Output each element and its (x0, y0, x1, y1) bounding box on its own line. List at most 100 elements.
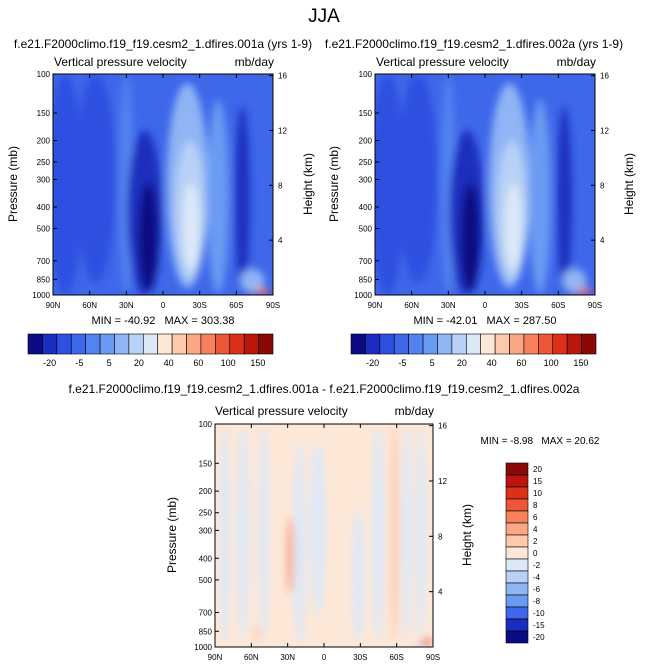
colorbar-swatch (437, 333, 453, 355)
y-tick-label: 500 (37, 224, 51, 233)
panel-1-right-label: mb/day (235, 55, 274, 69)
y-tick-label: 1000 (194, 643, 212, 652)
colorbar-swatch (200, 333, 216, 355)
colorbar-swatch (393, 333, 409, 355)
panel-1-left-label: Vertical pressure velocity (54, 55, 187, 69)
colorbar-swatch (350, 333, 366, 355)
field-contour (375, 74, 405, 295)
colorbar-label: -5 (75, 358, 83, 368)
field-contour (398, 74, 438, 283)
y-tick-label: 400 (37, 203, 51, 212)
colorbar-swatch (480, 333, 496, 355)
panel-2-title: f.e21.F2000climo.f19_f19.cesm2_1.dfires.… (325, 37, 623, 51)
colorbar-swatch (505, 462, 529, 476)
y-tick-label: 500 (199, 576, 213, 585)
colorbar-label: 4 (533, 525, 538, 534)
colorbar-label: -5 (398, 358, 406, 368)
colorbar-swatch (99, 333, 115, 355)
x-tick-label: 30N (280, 653, 295, 662)
colorbar-swatch (85, 333, 101, 355)
panel-3-title: f.e21.F2000climo.f19_f19.cesm2_1.dfires.… (69, 382, 580, 396)
y-tick-label: 250 (199, 509, 213, 518)
x-tick-label: 30S (515, 301, 529, 310)
x-tick-label: 30S (353, 653, 367, 662)
field-contour (422, 637, 432, 647)
field-contour (76, 74, 116, 283)
field-contour (529, 99, 551, 295)
field-contour (562, 268, 587, 294)
x-tick-label: 60N (82, 301, 97, 310)
field-contour (264, 290, 272, 295)
colorbar-label: 100 (544, 358, 559, 368)
colorbar-label: 100 (221, 358, 236, 368)
y-tick-label: 850 (359, 275, 373, 284)
colorbar-swatch (505, 522, 529, 536)
colorbar-swatch (365, 333, 381, 355)
colorbar-swatch (171, 333, 187, 355)
panel-3-field (215, 424, 433, 647)
y2-tick-label: 12 (278, 126, 287, 135)
colorbar-swatch (505, 510, 529, 524)
field-contour (138, 182, 159, 293)
colorbar-swatch (258, 333, 274, 355)
colorbar-swatch (552, 333, 568, 355)
y2-tick-label: 16 (600, 72, 609, 81)
field-contour (207, 99, 229, 295)
y-tick-label: 100 (359, 70, 373, 79)
field-contour (351, 508, 364, 644)
field-contour (417, 643, 425, 647)
colorbar-swatch (186, 333, 202, 355)
colorbar-2: -20 -5 5 20 40 60 100 150 (350, 333, 597, 368)
panel-3-y2label: Height (km) (460, 504, 474, 566)
y2-tick-label: 12 (600, 126, 609, 135)
panel-2-y2label: Height (km) (622, 153, 636, 215)
colorbar-swatch (505, 582, 529, 596)
panel-2-ylabel: Pressure (mb) (327, 146, 341, 222)
panel-2-stats: MIN = -42.01 MAX = 287.50 (413, 315, 556, 327)
field-contour (253, 288, 269, 295)
field-contour (504, 182, 522, 270)
panel-2-right-label: mb/day (557, 55, 596, 69)
field-contour (258, 424, 269, 642)
colorbar-swatch (379, 333, 395, 355)
colorbar-swatch (27, 333, 43, 355)
y2-tick-label: 8 (278, 181, 283, 190)
field-contour (575, 288, 591, 295)
y2-tick-label: 16 (438, 422, 447, 431)
y-tick-label: 300 (37, 175, 51, 184)
colorbar-label: -10 (533, 609, 545, 618)
colorbar-label: -8 (533, 597, 541, 606)
panel-2-field (375, 74, 595, 295)
x-tick-label: 60N (244, 653, 259, 662)
x-tick-label: 90N (46, 301, 61, 310)
colorbar-label: 2 (533, 537, 538, 546)
y2-tick-label: 12 (438, 477, 447, 486)
field-contour (53, 74, 83, 295)
x-tick-label: 90S (588, 301, 602, 310)
y-tick-label: 300 (199, 526, 213, 535)
colorbar-swatch (505, 534, 529, 548)
panel-1-field (53, 74, 273, 295)
y-tick-label: 300 (359, 175, 373, 184)
y2-tick-label: 4 (438, 588, 443, 597)
field-contour (390, 424, 398, 642)
colorbar-swatch (408, 333, 424, 355)
colorbar-label: -2 (533, 561, 541, 570)
y2-tick-label: 4 (600, 236, 605, 245)
x-tick-label: 90N (208, 653, 223, 662)
colorbar-label: 20 (533, 465, 542, 474)
colorbar-swatch (505, 570, 529, 584)
panel-3-stats: MIN = -8.98 MAX = 20.62 (481, 436, 600, 447)
colorbar-label: -15 (533, 621, 545, 630)
panel-3-left-label: Vertical pressure velocity (215, 404, 348, 418)
colorbar-swatch (128, 333, 144, 355)
field-contour (219, 424, 230, 647)
colorbar-swatch (42, 333, 58, 355)
colorbar-label: -4 (533, 573, 541, 582)
panel-1-ylabel: Pressure (mb) (6, 146, 20, 222)
colorbar-label: 6 (533, 513, 538, 522)
y-tick-label: 150 (37, 109, 51, 118)
field-contour (254, 624, 260, 643)
colorbar-swatch (215, 333, 231, 355)
field-contour (460, 182, 481, 293)
